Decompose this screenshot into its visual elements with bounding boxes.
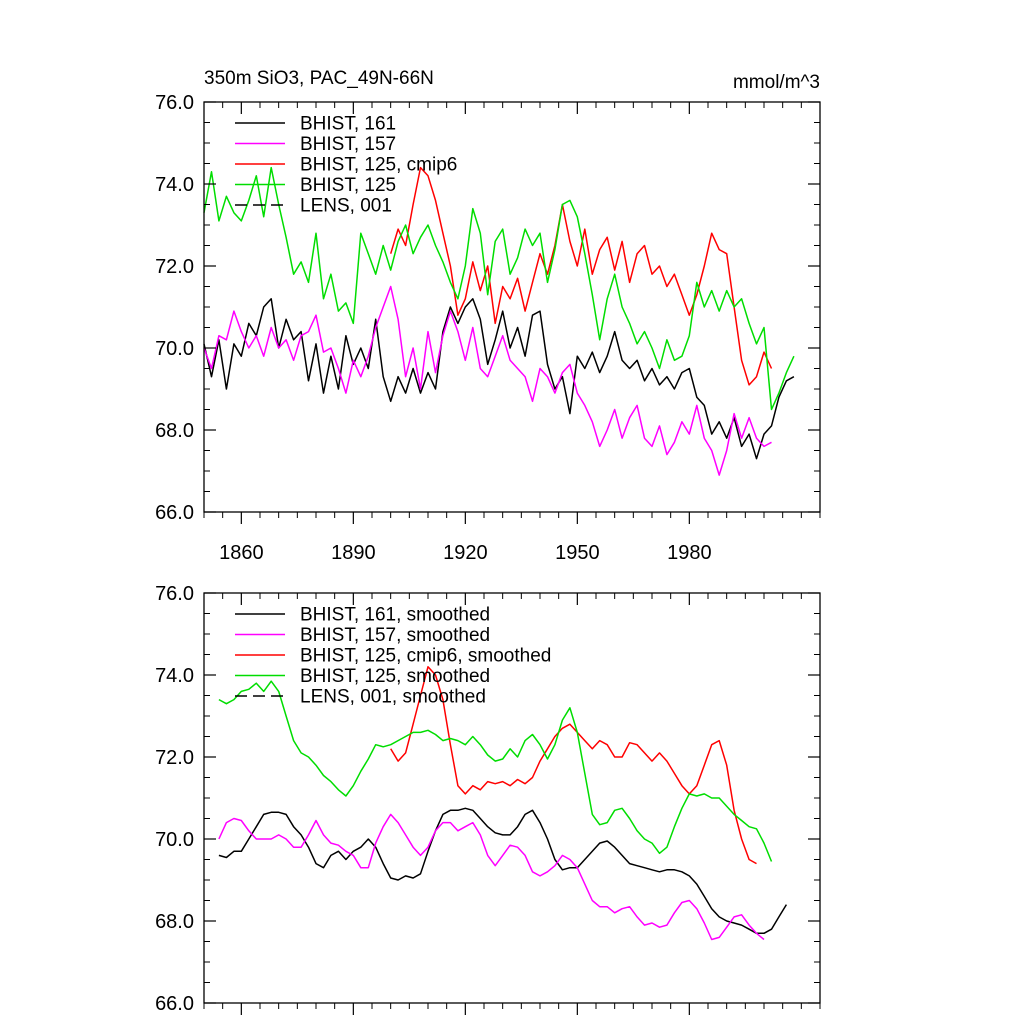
y-tick-label: 68.0	[155, 420, 194, 442]
units-label: mmol/m^3	[733, 72, 820, 93]
y-tick-label: 74.0	[155, 665, 194, 687]
legend-label-4: LENS, 001, smoothed	[300, 687, 486, 708]
y-tick-label: 68.0	[155, 911, 194, 933]
x-tick-label: 1950	[555, 542, 600, 564]
top-panel: 66.0 68.0 70.0 72.0 74.0 76.0 1860 1890 1920 1950…	[155, 92, 821, 564]
y-tick-label: 66.0	[155, 502, 194, 524]
x-tick-label: 1920	[443, 542, 488, 564]
chart-title: 350m SiO3, PAC_49N-66N	[204, 68, 434, 89]
x-tick-label: 1980	[667, 542, 712, 564]
series-line-0	[203, 298, 795, 460]
legend-label-0: BHIST, 161, smoothed	[300, 605, 490, 626]
series-line-0	[218, 807, 788, 935]
series-line-1	[203, 285, 772, 476]
legend-label-2: BHIST, 125, cmip6, smoothed	[300, 646, 551, 667]
series-line-2	[390, 666, 757, 865]
y-tick-label: 72.0	[155, 747, 194, 769]
legend-label-3: BHIST, 125	[300, 175, 396, 196]
series-line-1	[218, 813, 765, 941]
y-tick-label: 66.0	[155, 993, 194, 1015]
y-tick-label: 74.0	[155, 174, 194, 196]
legend-label-1: BHIST, 157, smoothed	[300, 625, 490, 646]
y-tick-label: 76.0	[155, 583, 194, 605]
y-tick-label: 70.0	[155, 338, 194, 360]
y-tick-label: 76.0	[155, 92, 194, 114]
legend-label-3: BHIST, 125, smoothed	[300, 666, 490, 687]
series-line-3	[203, 166, 795, 411]
plot-frame	[203, 101, 821, 513]
y-tick-label: 70.0	[155, 829, 194, 851]
bottom-panel: 66.0 68.0 70.0 72.0 74.0 76.0 BHIST, 161, smo…	[155, 583, 821, 1015]
y-tick-label: 72.0	[155, 256, 194, 278]
x-tick-label: 1890	[331, 542, 376, 564]
legend-label-4: LENS, 001	[300, 196, 392, 217]
legend-label-0: BHIST, 161	[300, 114, 396, 135]
x-tick-label: 1860	[219, 542, 264, 564]
legend-label-2: BHIST, 125, cmip6	[300, 155, 457, 176]
legend-label-1: BHIST, 157	[300, 134, 396, 155]
series-line-3	[218, 680, 773, 862]
